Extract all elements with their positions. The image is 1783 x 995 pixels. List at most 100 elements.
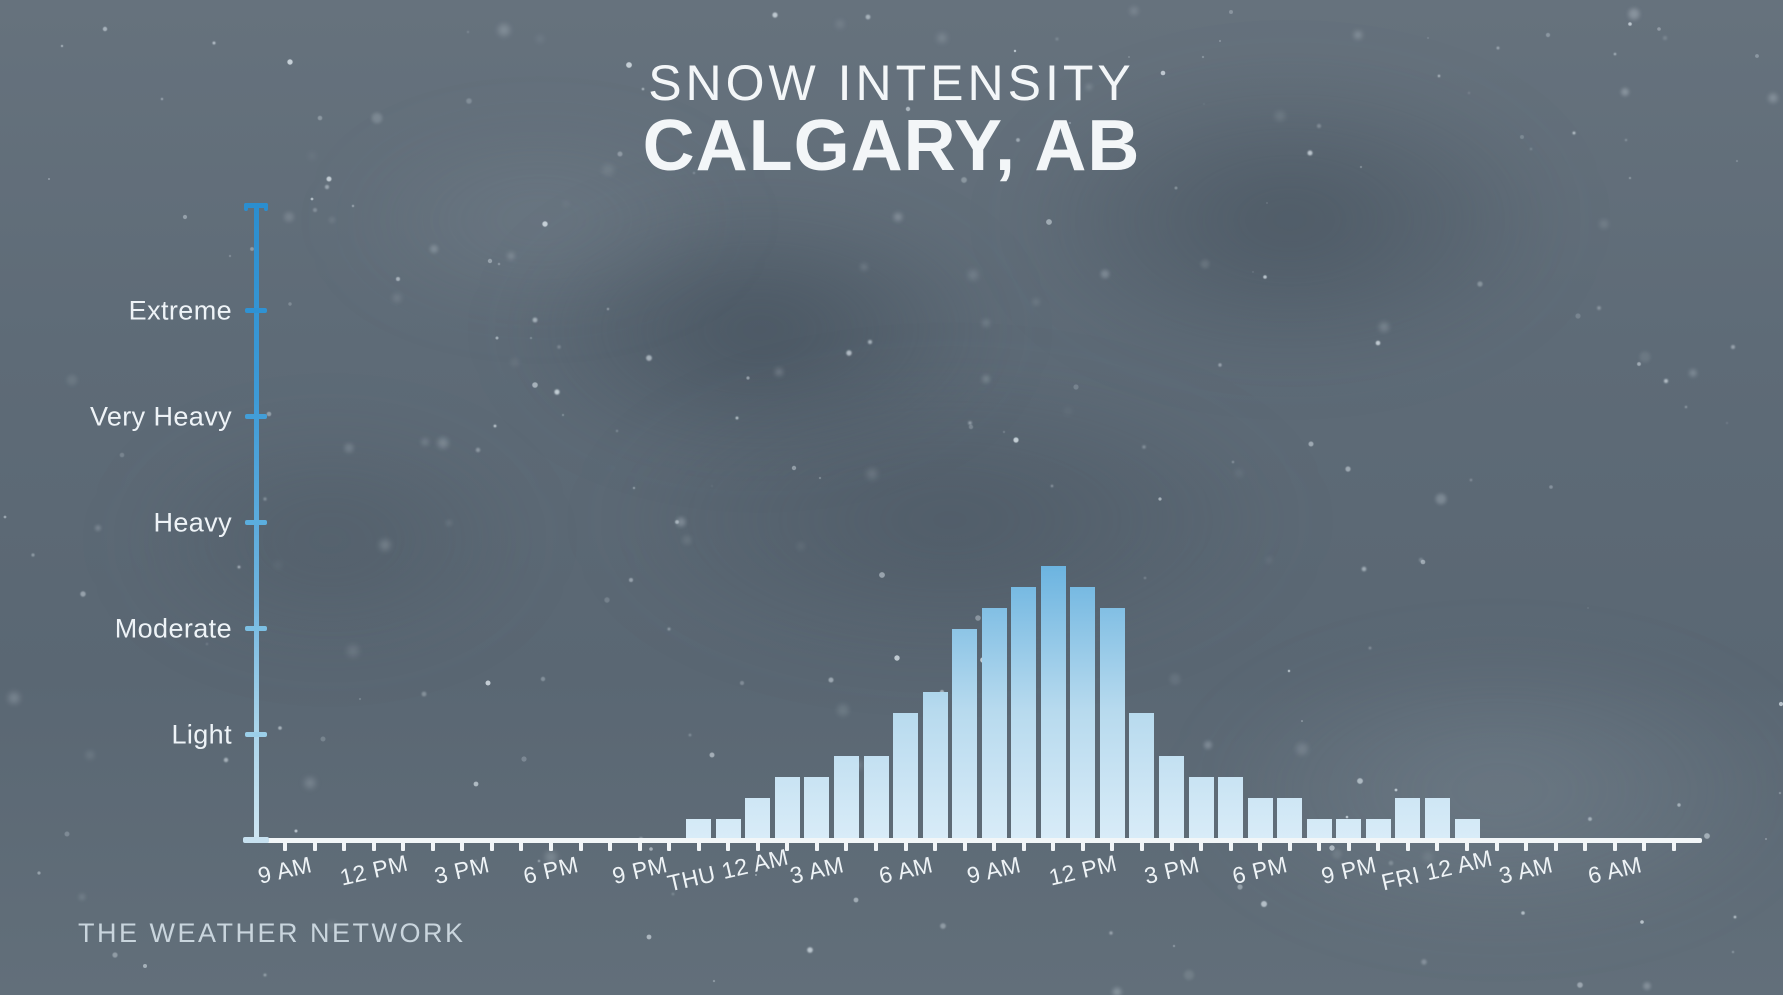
x-axis-tick: [1110, 838, 1115, 851]
x-axis-tick: [1494, 838, 1499, 851]
snow-intensity-bar: [804, 777, 830, 840]
cloud-blob: [510, 200, 1010, 460]
x-axis-tick: [637, 838, 642, 851]
snow-intensity-bar: [1336, 819, 1362, 840]
x-axis-label: THU 12 AM: [665, 843, 792, 897]
x-axis-label: 6 PM: [520, 851, 581, 889]
x-axis-tick: [874, 838, 878, 851]
x-axis-tick: [1139, 838, 1144, 851]
station-watermark: THE WEATHER NETWORK: [78, 918, 466, 948]
snow-intensity-bar: [1218, 777, 1244, 840]
x-axis-tick: [548, 838, 553, 851]
chart-location-title: CALGARY, AB: [642, 106, 1141, 186]
x-axis-tick: [519, 838, 524, 851]
x-axis-tick: [1671, 838, 1676, 851]
snow-intensity-bar: [952, 629, 978, 840]
snow-intensity-bar: [1099, 608, 1125, 840]
snow-intensity-bar: [863, 756, 889, 840]
x-axis-label: 3 PM: [1141, 851, 1202, 889]
x-axis-label: 9 AM: [255, 851, 315, 889]
x-axis-tick: [667, 838, 672, 851]
x-axis-tick: [1405, 838, 1410, 851]
x-axis-tick: [785, 838, 790, 851]
snow-intensity-bar: [774, 777, 800, 840]
x-axis-tick: [578, 838, 583, 851]
chart-title: SNOW INTENSITY: [648, 55, 1135, 111]
x-axis-tick: [489, 838, 494, 851]
x-axis-label: 6 PM: [1229, 851, 1291, 889]
x-axis-tick: [312, 838, 317, 851]
snow-intensity-bar: [1365, 819, 1391, 840]
snow-intensity-bar: [715, 819, 741, 840]
x-axis-tick: [1642, 838, 1647, 851]
y-axis-arrow-cap: [244, 203, 268, 211]
x-axis-tick: [608, 838, 613, 851]
y-axis-tick: [245, 308, 267, 313]
x-axis-label: 12 PM: [336, 849, 411, 891]
x-axis-tick: [342, 838, 347, 851]
x-axis-tick: [460, 838, 465, 851]
x-axis-tick: [1317, 838, 1322, 851]
x-axis-tick: [1376, 838, 1381, 851]
snow-intensity-bar: [1040, 566, 1066, 840]
y-axis-label: Extreme: [128, 295, 232, 325]
x-axis-tick: [1346, 838, 1351, 851]
x-axis-tick: [1021, 838, 1026, 851]
x-axis-tick: [814, 838, 819, 851]
x-axis-tick: [1080, 838, 1085, 851]
x-axis-tick: [1228, 838, 1233, 851]
snow-intensity-bar: [893, 713, 919, 840]
x-axis-label: 9 PM: [1318, 851, 1379, 889]
x-axis-tick: [933, 838, 938, 851]
x-axis-label: 12 PM: [1046, 849, 1120, 891]
snow-intensity-bar: [981, 608, 1007, 840]
x-axis-tick: [903, 838, 908, 851]
x-axis-tick: [1287, 838, 1292, 851]
snow-intensity-bar: [1159, 756, 1184, 840]
chart-header: SNOW INTENSITY CALGARY, AB: [0, 58, 1783, 186]
x-axis-tick: [1553, 838, 1558, 851]
snow-intensity-bar: [1247, 798, 1273, 840]
snow-intensity-bar: [1454, 819, 1480, 840]
snow-intensity-bar: [833, 756, 859, 840]
x-axis-tick: [1051, 838, 1056, 851]
x-axis-tick: [755, 838, 760, 851]
y-axis-tick: [245, 626, 267, 631]
snow-intensity-bar: [1424, 798, 1450, 840]
y-axis-tick: [245, 732, 267, 737]
snow-intensity-bar: [922, 692, 948, 840]
x-axis-label: 6 AM: [875, 851, 935, 889]
x-axis-tick: [371, 838, 376, 851]
snow-intensity-bar: [745, 798, 771, 840]
x-axis-label: 3 AM: [787, 851, 847, 889]
snow-intensity-bar: [1070, 587, 1096, 840]
y-axis-label: Very Heavy: [89, 401, 232, 431]
x-axis-tick: [1169, 838, 1174, 851]
x-axis-tick: [1583, 838, 1588, 851]
y-axis-label: Light: [171, 719, 232, 749]
x-axis-tick: [962, 838, 967, 851]
x-axis-tick: [1465, 838, 1469, 851]
cloud-blob: [1190, 640, 1783, 940]
snow-intensity-bar: [686, 819, 712, 840]
x-axis-label: 6 AM: [1585, 851, 1645, 889]
snow-intensity-bar: [1395, 798, 1421, 840]
x-axis-tick: [283, 838, 287, 851]
y-axis-label: Heavy: [153, 507, 232, 537]
x-axis-tick: [696, 838, 701, 851]
x-axis-tick: [1435, 838, 1440, 851]
x-axis-label: FRI 12 AM: [1379, 844, 1496, 896]
y-axis-tick: [245, 414, 267, 419]
x-axis-line: [245, 838, 1702, 843]
y-axis-base-tick: [243, 837, 269, 843]
x-axis-tick: [1199, 838, 1204, 851]
x-axis-tick: [844, 838, 849, 851]
snow-intensity-bar: [1188, 777, 1214, 840]
x-axis-tick: [401, 838, 406, 851]
x-axis-tick: [1612, 838, 1617, 851]
snow-intensity-bar: [1011, 587, 1037, 840]
x-axis-label: 9 PM: [609, 851, 670, 889]
x-axis-label: 9 AM: [964, 851, 1024, 889]
x-axis-tick: [726, 838, 731, 851]
